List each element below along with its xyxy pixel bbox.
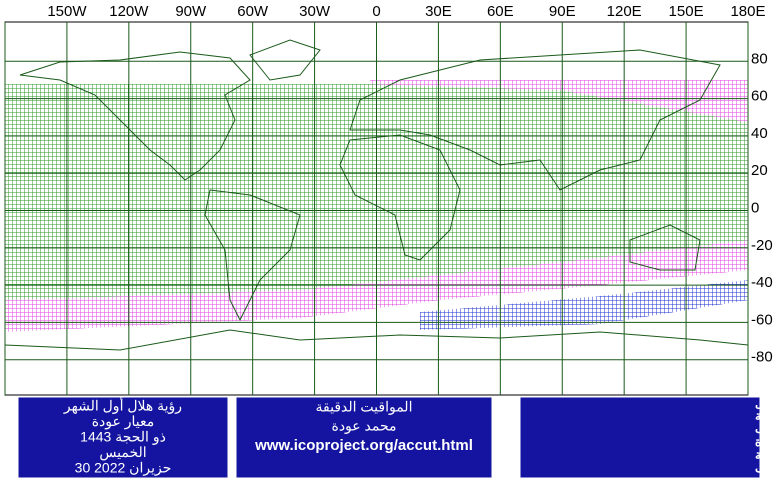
- lat-label: 40: [751, 125, 768, 142]
- info-box-left: [17, 396, 229, 479]
- lon-label: 180E: [730, 3, 765, 20]
- lon-label: 150W: [47, 3, 87, 20]
- tick-labels: 150W 120W 90W 60W 30W 0 30E 60E 90E 120E 150E 180E 8…: [47, 3, 772, 366]
- graticule: [4, 22, 749, 395]
- coastlines: [4, 39, 749, 351]
- legend-line: أحمر: مستحيل: [755, 395, 778, 411]
- legend-line: غير ملون: رؤية الهلال غير ممكنة: [755, 409, 778, 424]
- lon-label: 120E: [607, 3, 642, 20]
- legend-line: أخضر: يرى بالعين المجردة بسهولة: [755, 447, 778, 463]
- lon-label: 90W: [175, 3, 207, 20]
- lon-label: 0: [372, 3, 380, 20]
- info-line: 30 حزيران 2022: [75, 460, 172, 477]
- info-line: المواقيت الدقيقة: [316, 399, 413, 416]
- lon-label: 90E: [549, 3, 576, 20]
- info-box-middle: [235, 396, 493, 479]
- legend-line: كحلي: يحتاج مرقب/تلسكوب: [755, 422, 778, 437]
- lon-label: 120W: [109, 3, 149, 20]
- info-line: محمد عودة: [331, 418, 396, 435]
- info-line: www.icoproject.org/accut.html: [254, 437, 473, 454]
- lat-label: -60: [751, 311, 773, 328]
- lon-label: 150E: [669, 3, 704, 20]
- lat-label: 60: [751, 88, 768, 105]
- lat-label: 20: [751, 162, 768, 179]
- lon-label: 60W: [237, 3, 269, 20]
- zone-blue: [420, 280, 748, 330]
- lon-label: 60E: [487, 3, 514, 20]
- legend-line: أزرق سماوي: غير معروف: [755, 460, 778, 476]
- lat-label: -20: [751, 237, 773, 254]
- lon-label: 30W: [299, 3, 331, 20]
- legend-line: زهري: قد يرى بالعين المجردة: [755, 435, 778, 450]
- info-line: الخميس: [99, 444, 146, 461]
- info-line: رؤية هلال أول الشهر: [63, 396, 182, 415]
- lat-label: 0: [751, 199, 759, 216]
- lon-label: 30E: [425, 3, 452, 20]
- lat-label: 80: [751, 50, 768, 67]
- info-line: معيار عودة: [92, 413, 155, 430]
- legend-box: [519, 396, 761, 479]
- lat-label: -40: [751, 274, 773, 291]
- lat-label: -80: [751, 349, 773, 366]
- info-line: ذو الحجة 1443: [80, 429, 166, 446]
